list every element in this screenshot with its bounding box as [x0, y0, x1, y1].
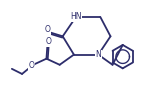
Text: N: N — [95, 50, 101, 59]
Text: O: O — [28, 61, 34, 70]
Text: O: O — [46, 37, 51, 46]
Text: O: O — [44, 25, 50, 34]
Text: HN: HN — [70, 13, 82, 21]
